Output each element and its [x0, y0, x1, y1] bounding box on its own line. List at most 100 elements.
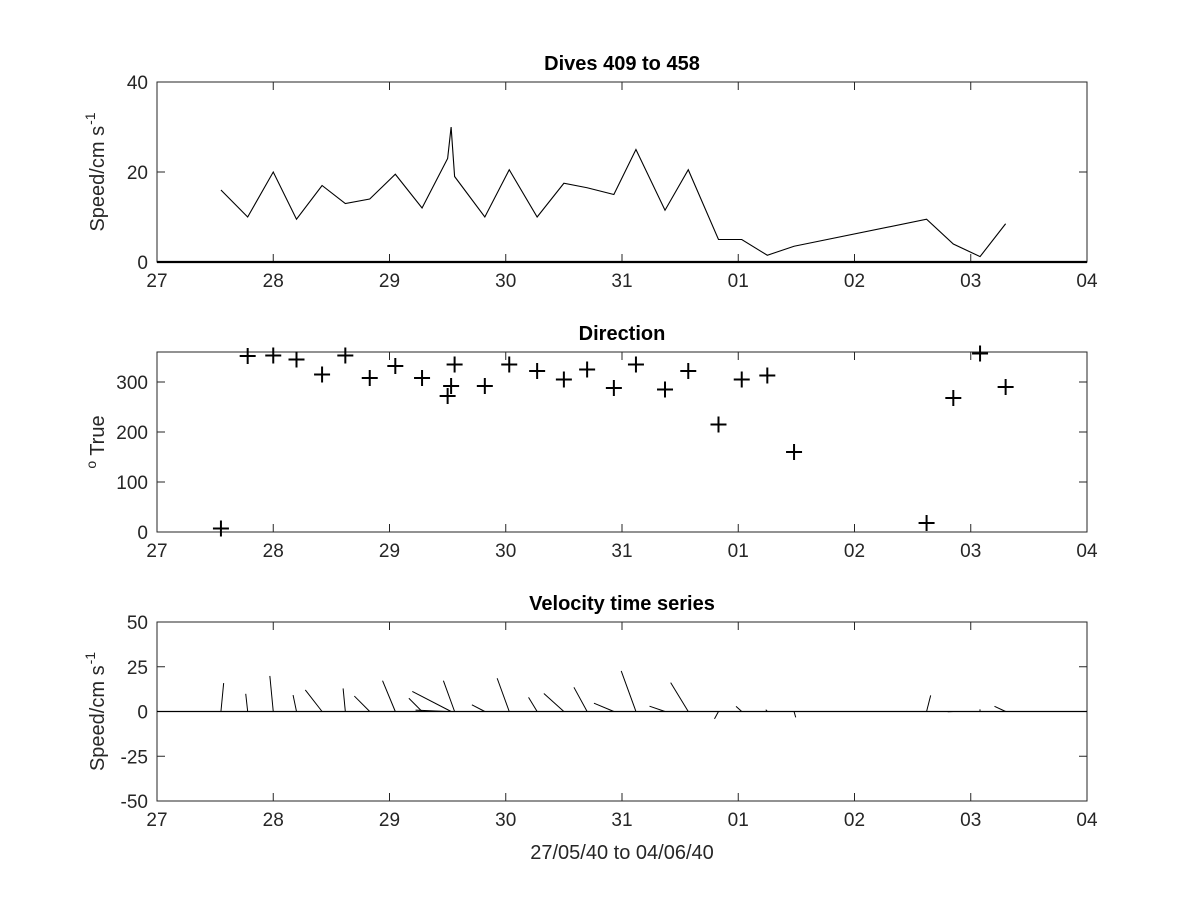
velocity-stick [735, 705, 743, 712]
velocity-stick [649, 705, 666, 712]
y-tick-label: 200 [116, 423, 148, 444]
velocity-stick [382, 680, 396, 712]
x-tick-label: 28 [263, 541, 284, 562]
velocity-stick [304, 689, 323, 712]
y-tick-label: -25 [121, 747, 148, 768]
velocity-stick [926, 695, 932, 712]
x-tick-label: 01 [728, 271, 749, 292]
axes-2: 27 28 29 30 31 01 02 03 04 0 100 200 300 Direction o Tr… [83, 323, 1098, 562]
direction-marker [657, 381, 674, 398]
x-tick-label: 27 [146, 271, 167, 292]
velocity-stick [342, 688, 346, 712]
direction-marker [579, 361, 596, 378]
direction-marker [501, 356, 518, 373]
velocity-stick [442, 680, 456, 712]
direction-marker [733, 371, 750, 388]
direction-marker [288, 351, 305, 368]
x-tick-label: 27 [146, 541, 167, 562]
direction-marker [997, 379, 1014, 395]
x-tick-label: 02 [844, 541, 865, 562]
velocity-stick [573, 687, 588, 712]
y-axis-label-text: Speed/cm s [87, 665, 109, 771]
x-tick-label: 28 [263, 810, 284, 831]
y-axis-label: Speed/cm s-1 [82, 112, 109, 231]
x-axis-label: 27/05/40 to 04/06/40 [530, 842, 714, 864]
velocity-stick [353, 695, 371, 712]
velocity-stick [670, 682, 689, 712]
x-tick-label: 28 [263, 271, 284, 292]
y-tick-label: 300 [116, 373, 148, 394]
y-axis-label: o True [83, 415, 109, 468]
velocity-stick [543, 693, 565, 712]
y-tick-label: 100 [116, 473, 148, 494]
direction-marker [529, 363, 546, 379]
direction-marker [439, 388, 456, 404]
chart-title: Direction [579, 323, 666, 345]
x-tick-label: 30 [495, 541, 516, 562]
direction-marker [314, 366, 331, 383]
y-tick-label: 0 [137, 703, 148, 724]
velocity-stick [292, 694, 297, 712]
direction-marker [759, 367, 776, 384]
direction-marker [443, 378, 460, 394]
axes-1: 27 28 29 30 31 01 02 03 04 0 20 40 Dives 409 to 458 S… [82, 53, 1098, 292]
velocity-stick [412, 690, 452, 712]
velocity-stick [714, 711, 719, 720]
direction-marker [945, 390, 962, 406]
direction-marker [337, 347, 354, 364]
y-axis-label-superscript: -1 [82, 112, 98, 125]
x-tick-label: 30 [495, 271, 516, 292]
velocity-stick [593, 702, 615, 712]
direction-marker [680, 363, 697, 379]
x-tick-label: 29 [379, 810, 400, 831]
x-tick-label: 29 [379, 271, 400, 292]
x-tick-label: 02 [844, 810, 865, 831]
direction-marker [710, 416, 727, 433]
y-axis-label: Speed/cm s-1 [82, 652, 109, 771]
y-tick-label: 0 [137, 253, 148, 274]
y-axis-label-prefix: o [83, 461, 99, 469]
direction-marker [361, 370, 378, 386]
velocity-stick [793, 711, 797, 718]
x-tick-label: 30 [495, 810, 516, 831]
velocity-stick [269, 675, 274, 712]
direction-marker [212, 520, 229, 537]
velocity-stick [994, 705, 1006, 712]
y-tick-label: 20 [127, 163, 148, 184]
x-tick-label: 27 [146, 810, 167, 831]
chart-title: Dives 409 to 458 [544, 53, 700, 75]
x-tick-label: 31 [611, 810, 632, 831]
y-axis-label-superscript: -1 [82, 652, 98, 665]
x-tick-label: 01 [728, 541, 749, 562]
x-tick-label: 02 [844, 271, 865, 292]
x-tick-label: 01 [728, 810, 749, 831]
velocity-stick [620, 670, 637, 712]
direction-marker [555, 371, 572, 388]
direction-marker [627, 356, 644, 373]
y-tick-label: 40 [127, 73, 148, 94]
y-tick-label: -50 [121, 792, 148, 813]
direction-marker [605, 380, 622, 396]
velocity-stick [245, 693, 249, 712]
velocity-stick [496, 678, 510, 712]
direction-marker [446, 356, 463, 373]
x-tick-label: 31 [611, 541, 632, 562]
x-tick-label: 04 [1076, 271, 1098, 292]
velocity-stick [415, 709, 448, 712]
axes-box [156, 351, 1088, 533]
x-tick-label: 03 [960, 541, 981, 562]
x-tick-label: 04 [1076, 541, 1098, 562]
velocity-stick [408, 697, 423, 712]
x-tick-label: 04 [1076, 810, 1098, 831]
y-tick-label: 25 [127, 658, 148, 679]
velocity-stick [528, 697, 538, 712]
velocity-stick [220, 683, 225, 712]
direction-marker [972, 345, 989, 362]
y-axis-label-text: True [87, 415, 109, 455]
x-tick-label: 29 [379, 541, 400, 562]
direction-marker [786, 444, 803, 460]
y-axis-label-text: Speed/cm s [87, 126, 109, 232]
direction-marker [387, 358, 404, 374]
velocity-stick [471, 704, 486, 712]
